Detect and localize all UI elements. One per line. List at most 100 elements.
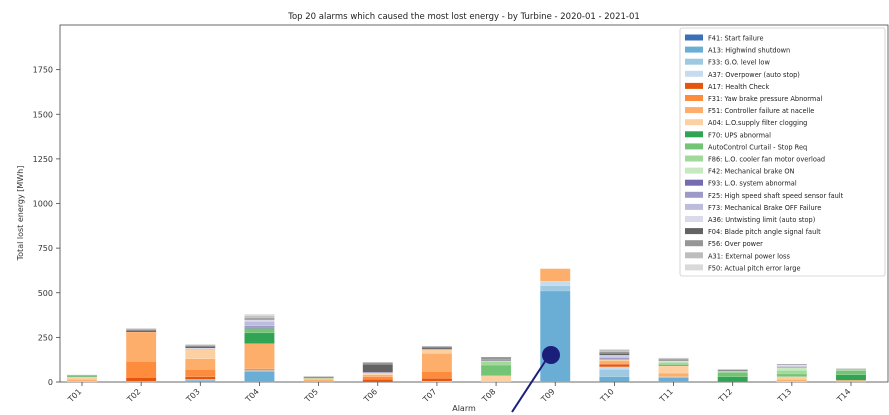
legend-swatch: [685, 216, 703, 222]
x-tick-label: T06: [361, 387, 379, 405]
bar-segment: [185, 376, 216, 380]
bar-segment: [244, 368, 275, 371]
legend-swatch: [685, 155, 703, 162]
bar-segment: [599, 353, 630, 356]
bar-segment: [658, 372, 689, 377]
bar-segment: [776, 366, 807, 368]
bar-segment: [658, 361, 689, 363]
legend-swatch: [685, 58, 703, 65]
bar-segment: [303, 379, 334, 382]
legend-label: F04: Blade pitch angle signal fault: [708, 228, 821, 236]
bar-segment: [244, 371, 275, 383]
bar-segment: [658, 364, 689, 367]
x-tick-label: T11: [657, 387, 675, 405]
bar-segment: [835, 370, 867, 376]
legend-label: F25: High speed shaft speed sensor fault: [708, 192, 844, 200]
bar-segment: [717, 371, 748, 373]
bar-segment: [480, 361, 512, 366]
pointer-line: [511, 356, 549, 413]
legend-label: F50: Actual pitch error large: [708, 264, 801, 272]
legend-swatch: [685, 34, 703, 41]
legend-swatch: [685, 107, 703, 114]
x-tick-label: T08: [480, 387, 498, 405]
y-tick-label: 1250: [33, 155, 53, 164]
bar-segment: [776, 370, 807, 375]
y-axis-title: Total lost energy [MWh]: [16, 166, 25, 262]
bar-segment: [658, 357, 689, 359]
legend-label: F31: Yaw brake pressure Abnormal: [708, 95, 822, 103]
bar-segment: [244, 315, 275, 318]
bar-segment: [599, 376, 630, 382]
bar-segment: [421, 347, 453, 350]
legend-label: F73: Mechanical Brake OFF Failure: [708, 204, 821, 212]
bar-segment: [540, 268, 571, 282]
bar-segment: [599, 366, 630, 370]
legend-label: F41: Start failure: [708, 35, 764, 43]
bar-segment: [717, 369, 748, 371]
legend-label: A31: External power loss: [708, 252, 790, 260]
legend-swatch: [685, 240, 703, 247]
bar-segment: [776, 373, 807, 377]
bar-segment: [599, 360, 630, 365]
bar-segment: [599, 349, 630, 352]
bar-segment: [244, 325, 275, 328]
x-axis: T01 T02 T03 T04 T05 T06 T07 T08 T09 T10 T11 T12 T13 T…: [66, 382, 852, 405]
legend-label: A04: L.O.supply filter clogging: [708, 119, 807, 127]
bar-segment: [244, 321, 275, 326]
bar-segment: [480, 364, 512, 376]
bar-segment: [540, 290, 571, 383]
y-axis: 0 250 500 750 1000 1250 1500 1750: [33, 66, 60, 387]
legend-swatch: [685, 46, 703, 53]
x-tick-label: T03: [184, 387, 202, 405]
x-tick-label: T05: [302, 387, 320, 405]
bar-segment: [776, 364, 807, 367]
legend-swatch: [685, 179, 703, 186]
bar-segment: [185, 346, 216, 349]
bar-segment: [362, 372, 393, 376]
legend-swatch: [685, 228, 703, 235]
bar-segment: [362, 379, 393, 383]
legend-label: A17: Health Check: [708, 83, 769, 91]
bar-segment: [776, 379, 807, 382]
x-tick-label: T04: [243, 387, 261, 405]
y-tick-label: 250: [38, 333, 53, 342]
bar-segment: [362, 374, 393, 377]
bar-segment: [244, 318, 275, 320]
bar-segment: [66, 379, 98, 382]
bar-segment: [599, 369, 630, 377]
x-tick-label: T09: [539, 387, 557, 405]
legend-label: F86: L.O. cooler fan motor overload: [708, 156, 825, 164]
annotation-pointer: [511, 346, 560, 413]
bar-segment: [185, 380, 216, 383]
bar-segment: [126, 328, 157, 330]
bars-group: [66, 268, 867, 383]
legend-swatch: [685, 131, 703, 138]
x-tick-label: T12: [716, 387, 734, 405]
bar-segment: [303, 377, 334, 379]
bar-segment: [540, 285, 571, 292]
y-tick-label: 1500: [33, 110, 53, 119]
x-tick-label: T10: [598, 387, 616, 405]
legend-swatch: [685, 203, 703, 210]
x-tick-label: T02: [125, 387, 143, 405]
bar-segment: [599, 357, 630, 360]
bar-segment: [244, 328, 275, 334]
bar-segment: [776, 376, 807, 380]
bar-segment: [717, 372, 748, 377]
bar-segment: [126, 377, 157, 382]
bar-segment: [658, 362, 689, 365]
legend-label: F70: UPS abnormal: [708, 131, 771, 139]
bar-segment: [480, 356, 512, 360]
x-axis-title: Alarm: [452, 404, 476, 413]
bar-segment: [599, 363, 630, 367]
bar-segment: [776, 367, 807, 371]
legend-swatch: [685, 167, 703, 174]
legend-swatch: [685, 252, 703, 259]
legend-swatch: [685, 119, 703, 126]
bar-segment: [658, 377, 689, 383]
bar-segment: [421, 353, 453, 372]
bar-segment: [185, 379, 216, 381]
legend: F41: Start failure A13: Highwind shutdown…: [679, 27, 886, 277]
legend-label: F42: Mechanical brake ON: [708, 168, 795, 176]
legend-label: F51: Controller failure at nacelle: [708, 107, 814, 115]
